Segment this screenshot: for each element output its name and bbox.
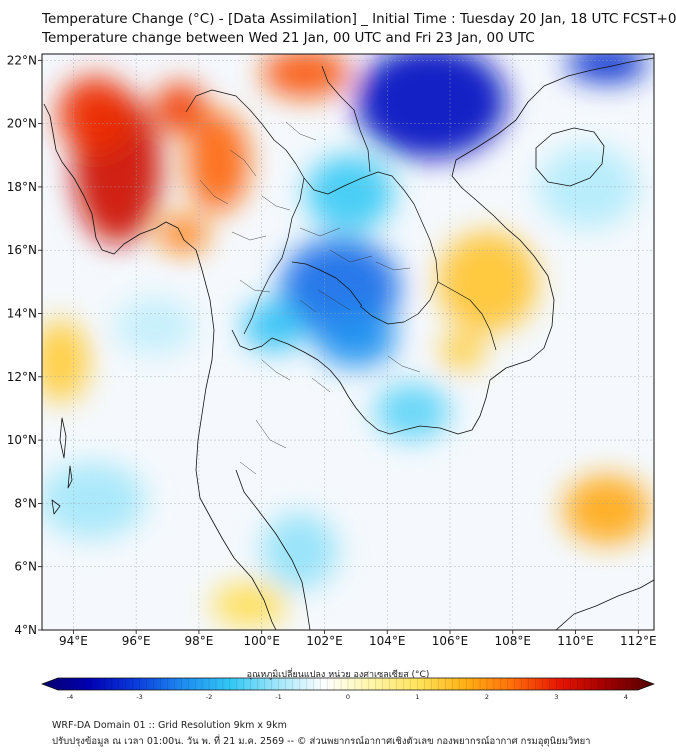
lon-tick-label: 112°E	[620, 634, 657, 648]
colorbar-tick-label: 0	[346, 693, 350, 701]
field-anomaly-17	[440, 332, 485, 371]
field-anomaly-15	[114, 297, 196, 355]
lat-tick-label: 12°N	[7, 370, 37, 384]
lat-tick-label: 20°N	[7, 117, 37, 131]
lat-tick-label: 6°N	[14, 560, 37, 574]
coastlines-borders	[43, 57, 654, 630]
map-title: Temperature Change (°C) - [Data Assimila…	[42, 11, 676, 27]
lat-tick-label: 22°N	[7, 53, 37, 67]
field-anomaly-11	[305, 155, 394, 232]
field-anomaly-5	[158, 215, 209, 254]
colorbar-gradient	[41, 677, 655, 691]
footer-credit: ปรับปรุงข้อมูล ณ เวลา 01:00น. วัน พ. ที่…	[52, 736, 591, 747]
country-borders	[185, 65, 497, 351]
lon-tick-label: 96°E	[122, 634, 151, 648]
coastline-myanmar	[43, 103, 277, 630]
field-anomaly-4	[261, 54, 350, 99]
plot-area: 94°E 96°E 98°E 100°E 102°E 104°E 106°E 108°E 110…	[7, 53, 657, 648]
field-anomaly-16	[437, 231, 538, 333]
footer-domain-info: WRF-DA Domain 01 :: Grid Resolution 9km …	[52, 720, 287, 731]
axis-ticks: 94°E 96°E 98°E 100°E 102°E 104°E 106°E 108°E 110…	[7, 53, 657, 648]
field-anomaly-3	[186, 110, 250, 213]
graticule	[42, 54, 654, 630]
field-anomaly-20	[42, 319, 90, 403]
coastline-borneo	[555, 579, 654, 630]
colorbar-title: อุณหภูมิเปลี่ยนแปลง หน่วย องศาเซลเซียส (…	[246, 670, 430, 680]
lon-tick-label: 98°E	[184, 634, 213, 648]
coastline-gulf-thailand	[231, 329, 491, 435]
field-anomaly-19	[211, 582, 287, 627]
colorbar-tick-label: 4	[624, 693, 628, 701]
lat-tick-label: 18°N	[7, 180, 37, 194]
field-anomaly-10	[242, 300, 306, 352]
field-anomaly-18	[562, 474, 651, 545]
lat-tick-label: 10°N	[7, 433, 37, 447]
lon-tick-label: 102°E	[306, 634, 343, 648]
lat-tick-label: 4°N	[14, 623, 37, 637]
field-anomaly-12	[374, 383, 450, 441]
island-andaman	[51, 417, 73, 515]
colorbar-tick-label: -3	[136, 693, 142, 701]
lon-tick-label: 100°E	[243, 634, 280, 648]
coastline-vietnam	[451, 57, 654, 381]
plot-frame	[41, 53, 655, 631]
colorbar: -4 -3 -2 -1 0 1 2 3 4	[41, 677, 655, 701]
colorbar-tick-label: -2	[206, 693, 212, 701]
field-anomaly-13	[42, 462, 146, 539]
colorbar-tick-label: 1	[415, 693, 419, 701]
map-subtitle: Temperature change between Wed 21 Jan, 0…	[42, 30, 535, 46]
lon-tick-label: 94°E	[59, 634, 88, 648]
field-anomaly-6	[355, 54, 507, 159]
lat-tick-label: 8°N	[14, 496, 37, 510]
lon-tick-label: 108°E	[495, 634, 532, 648]
lon-tick-label: 104°E	[369, 634, 406, 648]
lon-tick-label: 110°E	[557, 634, 594, 648]
colorbar-tick-label: -4	[67, 693, 73, 701]
colorbar-tick-label: -1	[275, 693, 281, 701]
field-anomaly-7	[566, 54, 648, 83]
province-borders	[199, 121, 421, 475]
lon-tick-label: 106°E	[432, 634, 469, 648]
field-anomaly-14	[261, 512, 338, 589]
field-anomaly-2	[154, 82, 206, 134]
field-anomaly-21	[537, 145, 639, 229]
colorbar-tick-label: 2	[485, 693, 489, 701]
field-anomaly-1	[57, 76, 134, 153]
lat-tick-label: 16°N	[7, 243, 37, 257]
lat-tick-label: 14°N	[7, 307, 37, 321]
field-anomaly-9	[315, 310, 397, 368]
island-hainan	[535, 127, 605, 187]
colorbar-tick-label: 3	[554, 693, 558, 701]
coastline-malay-east	[235, 469, 311, 630]
